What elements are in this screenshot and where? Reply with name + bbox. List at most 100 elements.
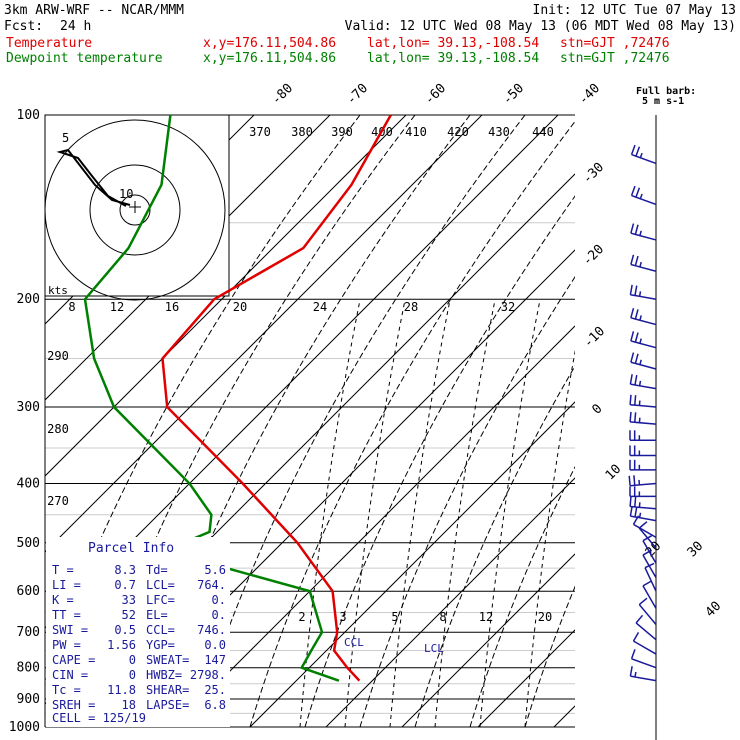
wind-barb-staff	[638, 604, 657, 625]
pressure-label: 700	[17, 625, 40, 640]
theta-label: 430	[488, 125, 510, 139]
parcel-value: 25.	[204, 683, 226, 697]
wind-barb	[629, 411, 657, 425]
wind-barb-half	[638, 291, 642, 297]
wind-barb-staff	[631, 194, 657, 206]
dry-adiabat	[249, 120, 575, 727]
wind-barb-flag	[642, 580, 653, 587]
parcel-key: PW =	[52, 638, 81, 652]
wind-barb-flag	[634, 285, 638, 296]
wind-barb-flag	[638, 521, 648, 529]
temp-legend-latlon: lat,lon= 39.13,-108.54	[367, 36, 539, 51]
init-time: Init: 12 UTC Tue 07 May 13	[533, 3, 737, 18]
mixing-ratio-label: 5	[391, 610, 398, 624]
wind-barb	[629, 430, 656, 442]
theta-label-left: 290	[47, 349, 69, 363]
wind-barb-half	[639, 152, 643, 159]
mixing-ratio-label: 2	[298, 610, 305, 624]
parcel-key: LAPSE=	[146, 698, 189, 712]
parcel-key: LFC=	[146, 593, 175, 607]
hodograph-ring-20	[44, 119, 226, 301]
parcel-key: T =	[52, 563, 74, 577]
wind-barb-flag	[629, 666, 633, 677]
temperature-profile	[161, 114, 392, 682]
parcel-value: 0.7	[114, 578, 136, 592]
isotherm-label: -40	[576, 81, 603, 108]
wind-barb-staff	[644, 567, 657, 592]
wind-barb-staff	[630, 340, 657, 349]
wind-barb-flag	[634, 412, 637, 423]
wind-barb-flag	[634, 309, 639, 320]
hodograph-ring-inner	[119, 194, 151, 226]
parcel-value: 2798.	[190, 668, 226, 682]
isotherm-label: -80	[269, 81, 296, 108]
parcel-value: 6.8	[204, 698, 226, 712]
wind-barb	[630, 307, 657, 326]
wind-barb	[630, 331, 657, 349]
lcl-marker: LCL	[424, 642, 444, 655]
parcel-value: 8.3	[114, 563, 136, 577]
wind-barb	[629, 496, 657, 510]
parcel-key: Td=	[146, 563, 168, 577]
wind-barb-flag	[630, 144, 636, 155]
wind-barb-flag	[642, 535, 653, 542]
wind-barb	[629, 459, 656, 471]
wind-barb	[629, 506, 657, 522]
speed-label: 16	[165, 300, 179, 314]
parcel-key: SREH =	[52, 698, 95, 712]
wind-barb	[630, 254, 657, 272]
wind-barb-staff	[630, 505, 657, 510]
speed-label: 32	[501, 300, 515, 314]
hodograph-ring-label-outer: 5	[62, 131, 69, 145]
isotherm-label: 20	[643, 539, 665, 561]
wind-barb-flag	[635, 614, 644, 624]
parcel-value: 0.0	[204, 638, 226, 652]
parcel-value: 33	[122, 593, 136, 607]
isotherm-label: 10	[603, 462, 625, 484]
wind-barb	[629, 394, 657, 408]
moist-adiabat	[479, 299, 541, 727]
valid-time: Valid: 12 UTC Wed 08 May 13 (06 MDT Wed …	[345, 19, 736, 34]
wind-barb-staff	[630, 383, 657, 390]
dry-adiabat	[359, 276, 575, 727]
mixing-ratio-label: 20	[538, 610, 552, 624]
pressure-label: 800	[17, 661, 40, 676]
isotherm-label: 40	[703, 599, 725, 621]
parcel-key: LI =	[52, 578, 81, 592]
isotherm-line	[249, 401, 575, 727]
wind-barb-flag	[634, 395, 637, 406]
theta-label: 440	[532, 125, 554, 139]
parcel-value: 764.	[197, 578, 226, 592]
theta-label: 420	[447, 125, 469, 139]
wind-barbs	[628, 144, 657, 682]
parcel-key: TT =	[52, 608, 81, 622]
mixing-ratio-label: 12	[479, 610, 493, 624]
pressure-label: 600	[17, 584, 40, 599]
parcel-value: 0	[129, 668, 136, 682]
theta-label: 370	[249, 125, 271, 139]
moist-adiabat	[344, 299, 406, 727]
parcel-info-panel: Parcel Info T = 8.3 Td= 5.6 LI = 0.7 LCL= 764. K…	[46, 537, 230, 727]
wind-barb	[632, 632, 657, 655]
pressure-label: 400	[17, 476, 40, 491]
wind-barb-flag	[629, 374, 633, 385]
wind-barb-half	[639, 338, 642, 344]
wind-barb-flag	[632, 632, 640, 642]
hodograph-trace	[56, 148, 131, 207]
wind-barb-staff	[630, 232, 657, 241]
parcel-key: HWBZ=	[146, 668, 182, 682]
wind-barb-staff	[630, 263, 657, 272]
wind-barb-half	[639, 230, 642, 236]
parcel-info-title: Parcel Info	[88, 541, 174, 556]
parcel-key: SHEAR=	[146, 683, 189, 697]
wind-barb-flag	[630, 649, 636, 660]
pressure-label: 300	[17, 400, 40, 415]
wind-barb-half	[639, 315, 642, 321]
pressure-label: 900	[17, 692, 40, 707]
dry-adiabat	[304, 195, 575, 727]
wind-barb	[629, 486, 656, 498]
wind-barb-staff	[631, 658, 657, 669]
isotherm-label: -30	[580, 160, 607, 187]
wind-barb-staff	[630, 317, 657, 326]
wind-barb-staff	[633, 640, 657, 655]
